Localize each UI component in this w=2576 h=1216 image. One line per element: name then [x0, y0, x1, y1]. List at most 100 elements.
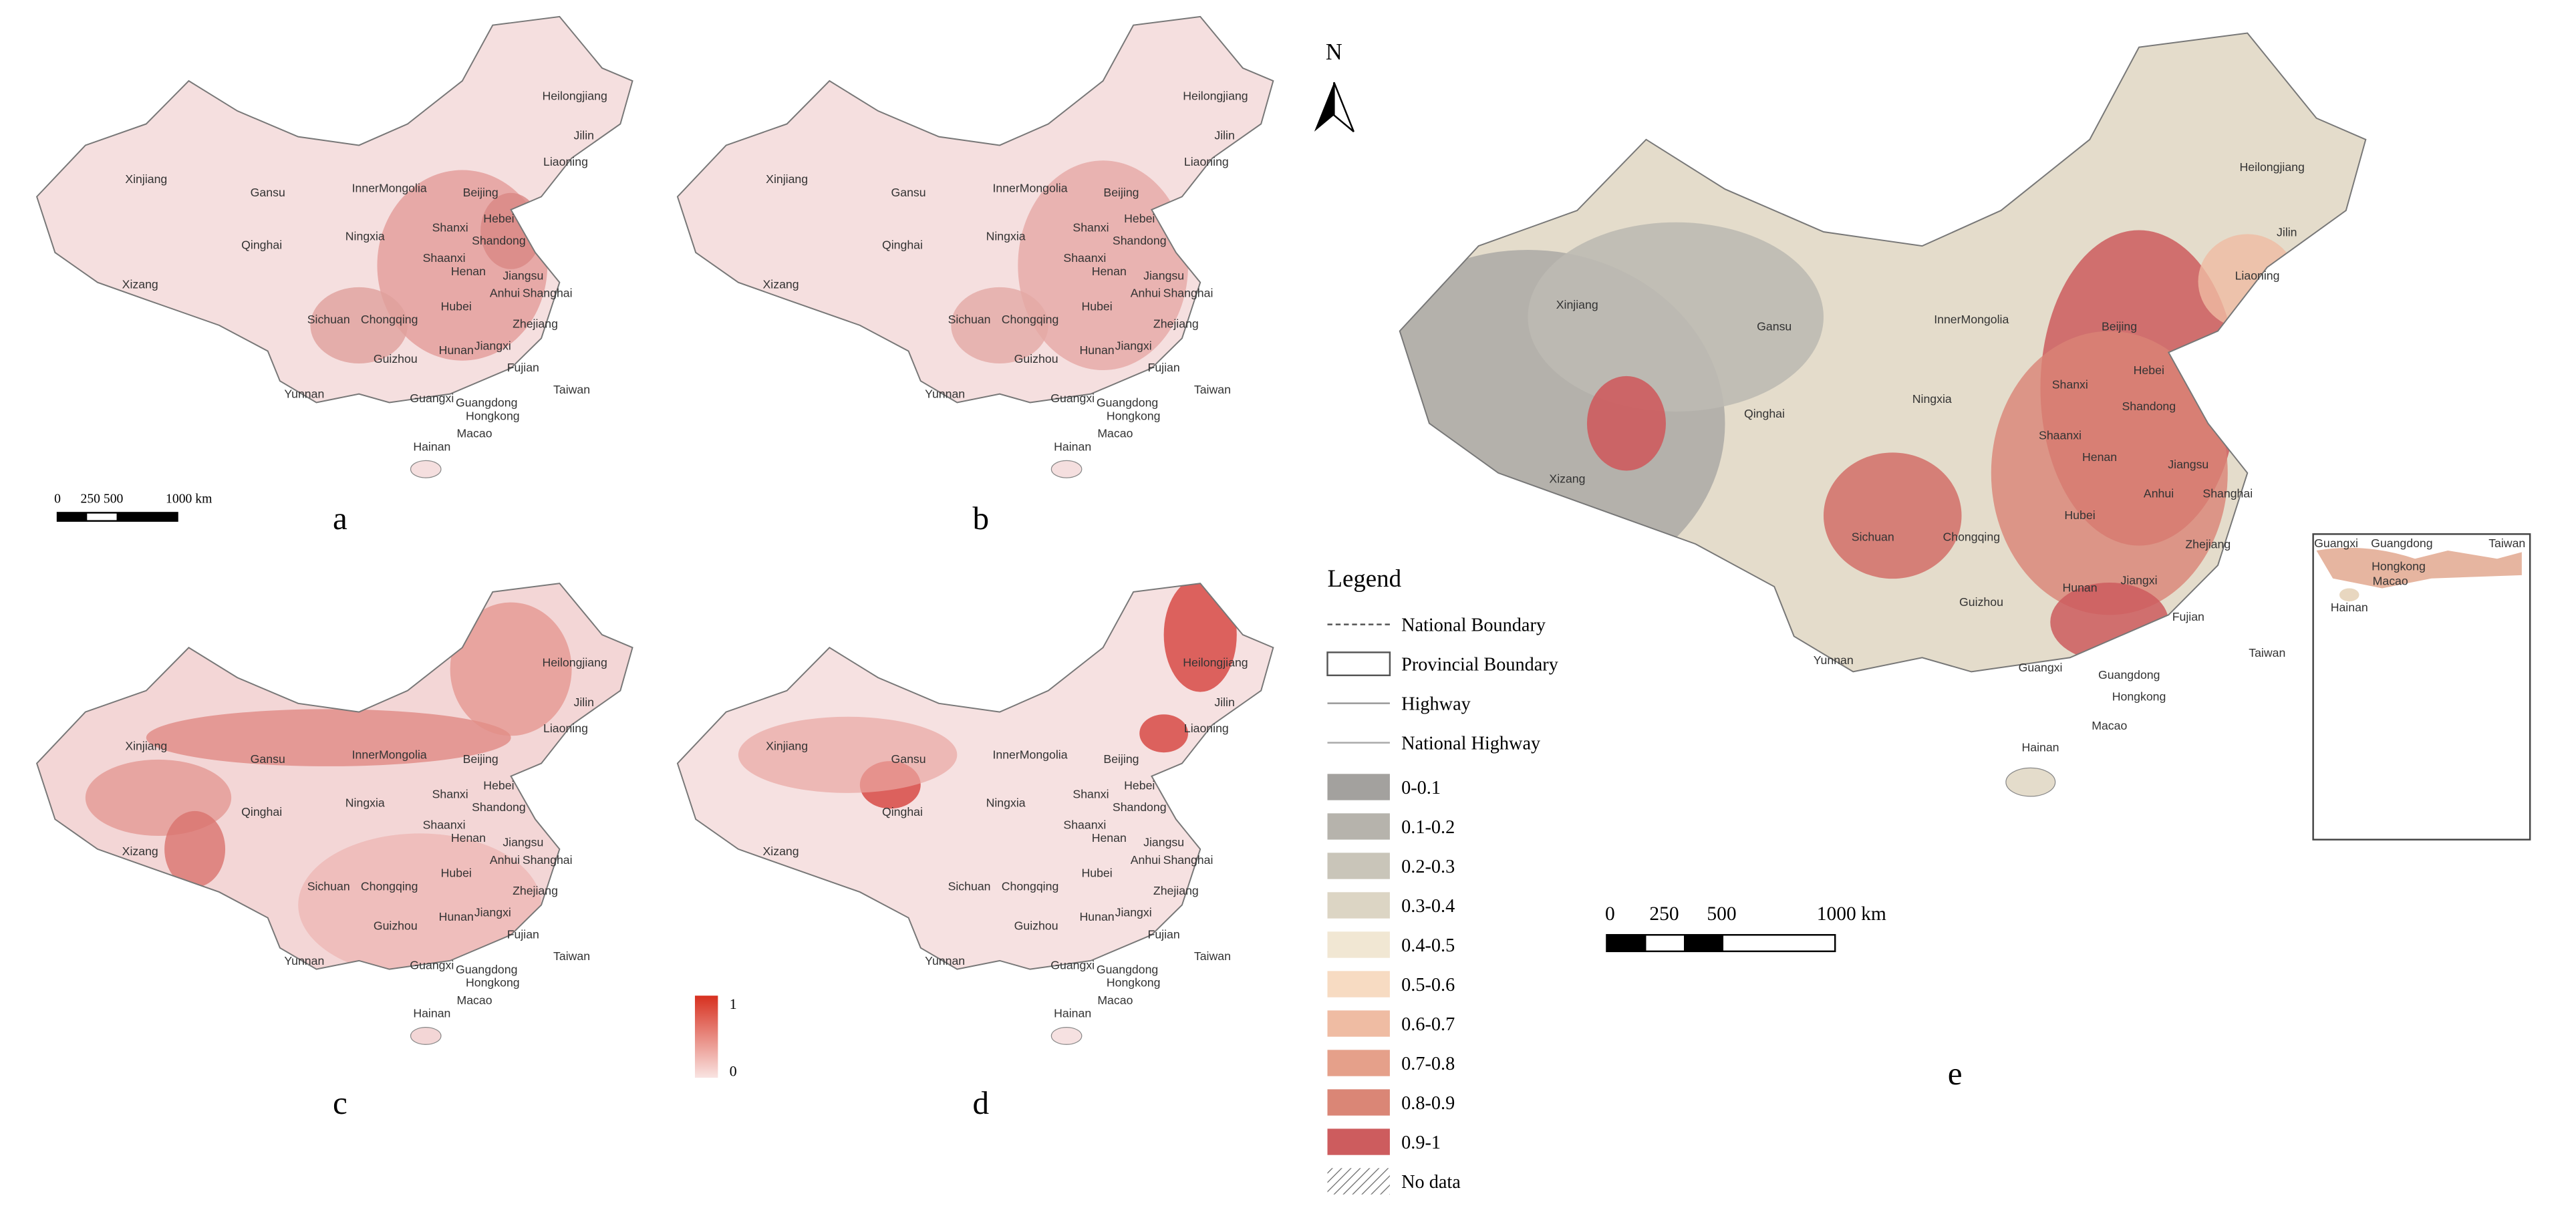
hainan-island [2005, 767, 2056, 797]
province-label: Hunan [439, 910, 474, 923]
province-label: Sichuan [948, 313, 991, 326]
province-label: Zhejiang [513, 884, 558, 897]
scale-bar [1684, 935, 1724, 951]
province-label: Hunan [2062, 581, 2097, 594]
inset-label: Taiwan [2488, 537, 2525, 550]
province-label: Macao [456, 994, 492, 1007]
province-label: Shandong [1113, 234, 1167, 247]
map-region [298, 833, 542, 969]
province-label: Guangxi [410, 958, 454, 971]
national-boundary [1399, 32, 2367, 673]
province-label: Heilongjiang [1183, 656, 1248, 669]
inset-label: Guangxi [2314, 537, 2358, 550]
map-base [677, 583, 1274, 969]
national-boundary [676, 15, 1274, 404]
province-label: Guangxi [1050, 958, 1095, 971]
province-label: InnerMongolia [1934, 313, 2009, 326]
province-label: Shanghai [1163, 853, 1213, 867]
province-label: Guizhou [1014, 919, 1058, 932]
province-label: Macao [1097, 427, 1133, 440]
map-region [164, 810, 226, 888]
legend-label: 0.4-0.5 [1401, 935, 1455, 956]
panel-letter: a [333, 500, 347, 537]
legend-title: Legend [1328, 565, 1402, 592]
province-label: Hongkong [1107, 409, 1161, 422]
hainan-island [1050, 460, 1083, 478]
province-label: Henan [451, 831, 486, 845]
scale-label: 250 500 [80, 492, 123, 506]
province-label: Jilin [574, 696, 594, 709]
province-label: Shaanxi [1063, 251, 1106, 265]
map-region [1823, 452, 1962, 579]
province-label: Hebei [483, 212, 514, 225]
province-label: Gansu [1757, 320, 1792, 333]
map-region [1139, 714, 1189, 753]
province-label: Macao [456, 427, 492, 440]
province-label: Jiangxi [1115, 906, 1152, 919]
province-label: Zhejiang [513, 317, 558, 331]
province-label: Hongkong [466, 976, 520, 990]
province-label: Hainan [2021, 740, 2059, 754]
province-label: Shandong [472, 800, 526, 814]
province-label: Shaanxi [423, 818, 466, 831]
province-label: Henan [1092, 831, 1127, 845]
province-label: Jiangxi [474, 906, 511, 919]
province-label: Heilongjiang [1183, 90, 1248, 103]
scale-label: 1000 km [1817, 903, 1886, 925]
legend-swatch [1327, 1089, 1390, 1116]
province-label: Shanxi [432, 788, 468, 801]
province-label: Yunnan [925, 954, 965, 967]
province-label: Shandong [472, 234, 526, 247]
legend-label: 0.3-0.4 [1401, 896, 1455, 917]
hainan-island [410, 460, 442, 478]
province-label: Hunan [1080, 910, 1115, 923]
province-label: Heilongjiang [2239, 160, 2304, 174]
map-region [951, 287, 1048, 363]
province-label: Guizhou [1014, 352, 1058, 365]
province-label: Hongkong [466, 409, 520, 422]
legend-label: No data [1401, 1172, 1461, 1193]
province-label: Chongqing [361, 879, 418, 893]
legend-label: 0-0.1 [1401, 778, 1441, 798]
province-label: Yunnan [284, 954, 324, 967]
legend-swatch [1327, 813, 1390, 840]
province-label: Hebei [2134, 363, 2164, 377]
province-label: Heilongjiang [542, 656, 607, 669]
province-label: Taiwan [2249, 646, 2285, 659]
province-label: Jiangxi [474, 339, 511, 352]
province-label: Zhejiang [2185, 537, 2231, 551]
panel-letter: e [1948, 1055, 1963, 1092]
province-label: Hubei [1081, 867, 1112, 880]
province-label: Shanxi [2052, 377, 2088, 391]
map-region [480, 192, 542, 269]
province-label: Hubei [2064, 508, 2095, 522]
province-label: Shanxi [432, 220, 468, 234]
province-label: Guangxi [1050, 392, 1095, 405]
province-label: Jiangsu [1143, 836, 1184, 849]
legend-swatch [1326, 651, 1391, 677]
legend-label: 0.1-0.2 [1401, 817, 1455, 838]
province-label: Guizhou [1959, 595, 2003, 609]
colorbar-min: 0 [730, 1063, 737, 1080]
province-label: Jiangsu [503, 836, 543, 849]
province-label: InnerMongolia [992, 181, 1067, 194]
province-label: Shaanxi [1063, 818, 1106, 831]
province-label: Shanghai [523, 853, 573, 867]
province-label: Jilin [1214, 696, 1234, 709]
national-boundary [676, 583, 1274, 970]
province-label: Hongkong [1107, 976, 1161, 990]
province-label: Sichuan [307, 313, 350, 326]
province-label: Chongqing [1943, 530, 2000, 543]
map-panel [1399, 33, 2366, 672]
national-boundary [35, 583, 633, 970]
province-label: Xinjiang [766, 739, 808, 752]
province-label: Shaanxi [2039, 428, 2082, 442]
province-label: Heilongjiang [542, 90, 607, 103]
province-label: Shanghai [523, 287, 573, 300]
scale-label: 250 [1649, 903, 1679, 925]
province-label: Zhejiang [1153, 317, 1199, 331]
panel-letter: c [333, 1084, 347, 1121]
province-label: Guangdong [2098, 668, 2160, 681]
province-label: Jiangsu [503, 269, 543, 282]
